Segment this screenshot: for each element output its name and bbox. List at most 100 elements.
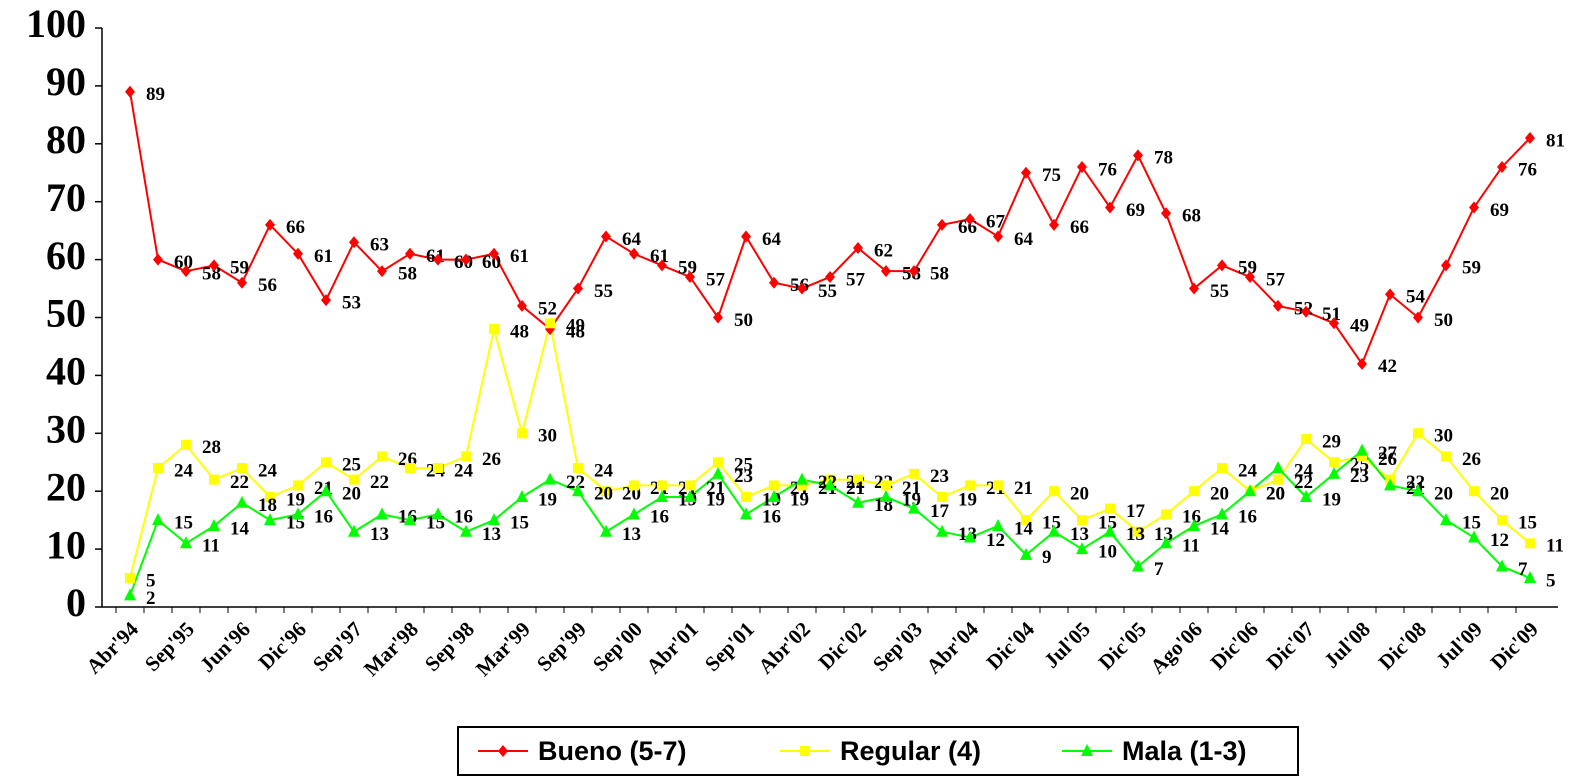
data-point xyxy=(1133,149,1143,162)
y-tick-label: 50 xyxy=(46,291,86,336)
data-point xyxy=(1329,317,1339,330)
data-label: 60 xyxy=(482,252,501,273)
data-point xyxy=(1300,489,1312,502)
data-label: 17 xyxy=(1126,501,1146,522)
data-label: 55 xyxy=(1210,281,1229,302)
data-point xyxy=(377,451,387,462)
data-label: 15 xyxy=(1518,513,1537,534)
data-label: 15 xyxy=(174,513,193,534)
data-point xyxy=(1440,513,1452,526)
data-label: 58 xyxy=(930,264,949,285)
data-label: 61 xyxy=(510,246,529,267)
x-tick-label: Sep'99 xyxy=(532,617,591,676)
data-label: 16 xyxy=(762,507,781,528)
data-point xyxy=(797,282,807,295)
data-point xyxy=(152,513,164,526)
data-label: 61 xyxy=(650,246,669,267)
data-point xyxy=(713,311,723,324)
data-point xyxy=(1328,466,1340,479)
data-point xyxy=(1301,305,1311,318)
data-point xyxy=(965,213,975,226)
data-label: 18 xyxy=(258,495,277,516)
data-point xyxy=(741,491,751,502)
data-point xyxy=(1497,160,1507,173)
data-point xyxy=(1076,542,1088,555)
data-label: 26 xyxy=(482,449,501,470)
data-label: 16 xyxy=(454,507,473,528)
data-label: 24 xyxy=(258,460,278,481)
data-point xyxy=(1329,457,1339,468)
data-label: 15 xyxy=(510,513,529,534)
data-point xyxy=(376,507,388,520)
data-label: 21 xyxy=(846,478,865,499)
x-tick-label: Abr'02 xyxy=(753,617,815,679)
data-label: 62 xyxy=(874,240,893,261)
data-label: 58 xyxy=(202,264,221,285)
data-point xyxy=(964,530,976,543)
x-tick-label: Dic'02 xyxy=(814,617,871,674)
data-point xyxy=(237,463,247,474)
data-label: 16 xyxy=(1238,507,1257,528)
data-point xyxy=(405,463,415,474)
data-label: 23 xyxy=(1350,466,1369,487)
data-label: 24 xyxy=(1238,460,1258,481)
data-point xyxy=(125,85,135,98)
series-line xyxy=(129,91,1531,366)
data-label: 54 xyxy=(1406,287,1426,308)
x-tick-label: Mar'98 xyxy=(359,617,423,681)
x-tick-label: Sep'98 xyxy=(420,617,479,676)
data-point xyxy=(573,463,583,474)
data-point xyxy=(1021,515,1031,526)
x-tick-label: Mar'99 xyxy=(471,617,535,681)
data-point xyxy=(768,489,780,502)
data-label: 14 xyxy=(1210,518,1230,539)
data-point xyxy=(209,259,219,272)
data-point xyxy=(853,242,863,255)
data-label: 81 xyxy=(1546,130,1565,151)
data-point xyxy=(125,573,135,584)
data-label: 50 xyxy=(734,310,753,331)
data-point xyxy=(321,294,331,307)
data-label: 59 xyxy=(1238,258,1257,279)
data-label: 48 xyxy=(566,321,585,342)
data-label: 16 xyxy=(314,507,333,528)
data-label: 13 xyxy=(1070,524,1089,545)
data-point xyxy=(1413,311,1423,324)
data-point xyxy=(1412,484,1424,497)
data-point xyxy=(1217,259,1227,272)
data-point xyxy=(237,276,247,289)
data-point xyxy=(1104,524,1116,537)
y-tick-label: 40 xyxy=(46,349,86,394)
data-label: 48 xyxy=(510,321,529,342)
data-point xyxy=(740,507,752,520)
legend-label: Regular (4) xyxy=(840,736,981,766)
data-label: 15 xyxy=(1098,513,1117,534)
data-label: 10 xyxy=(1098,541,1117,562)
data-label: 57 xyxy=(706,269,726,290)
x-tick-label: Dic'09 xyxy=(1486,617,1543,674)
data-point xyxy=(1049,486,1059,497)
data-label: 24 xyxy=(174,460,194,481)
series-line xyxy=(129,323,1531,579)
data-point xyxy=(517,299,527,312)
data-point xyxy=(657,259,667,272)
data-label: 25 xyxy=(734,455,753,476)
data-point xyxy=(1216,507,1228,520)
data-label: 14 xyxy=(1014,518,1034,539)
data-point xyxy=(348,524,360,537)
data-point xyxy=(349,236,359,249)
data-label: 16 xyxy=(1182,507,1201,528)
data-point xyxy=(1357,451,1367,462)
data-label: 60 xyxy=(174,252,193,273)
data-label: 59 xyxy=(678,258,697,279)
data-point xyxy=(180,536,192,549)
x-tick-label: Jul'08 xyxy=(1319,617,1375,673)
data-point xyxy=(1048,524,1060,537)
data-point xyxy=(572,484,584,497)
data-point xyxy=(797,480,807,491)
data-point xyxy=(433,463,443,474)
x-tick-label: Dic'05 xyxy=(1094,617,1151,674)
data-label: 9 xyxy=(1042,547,1052,568)
data-point xyxy=(1441,451,1451,462)
data-point xyxy=(1356,443,1368,456)
